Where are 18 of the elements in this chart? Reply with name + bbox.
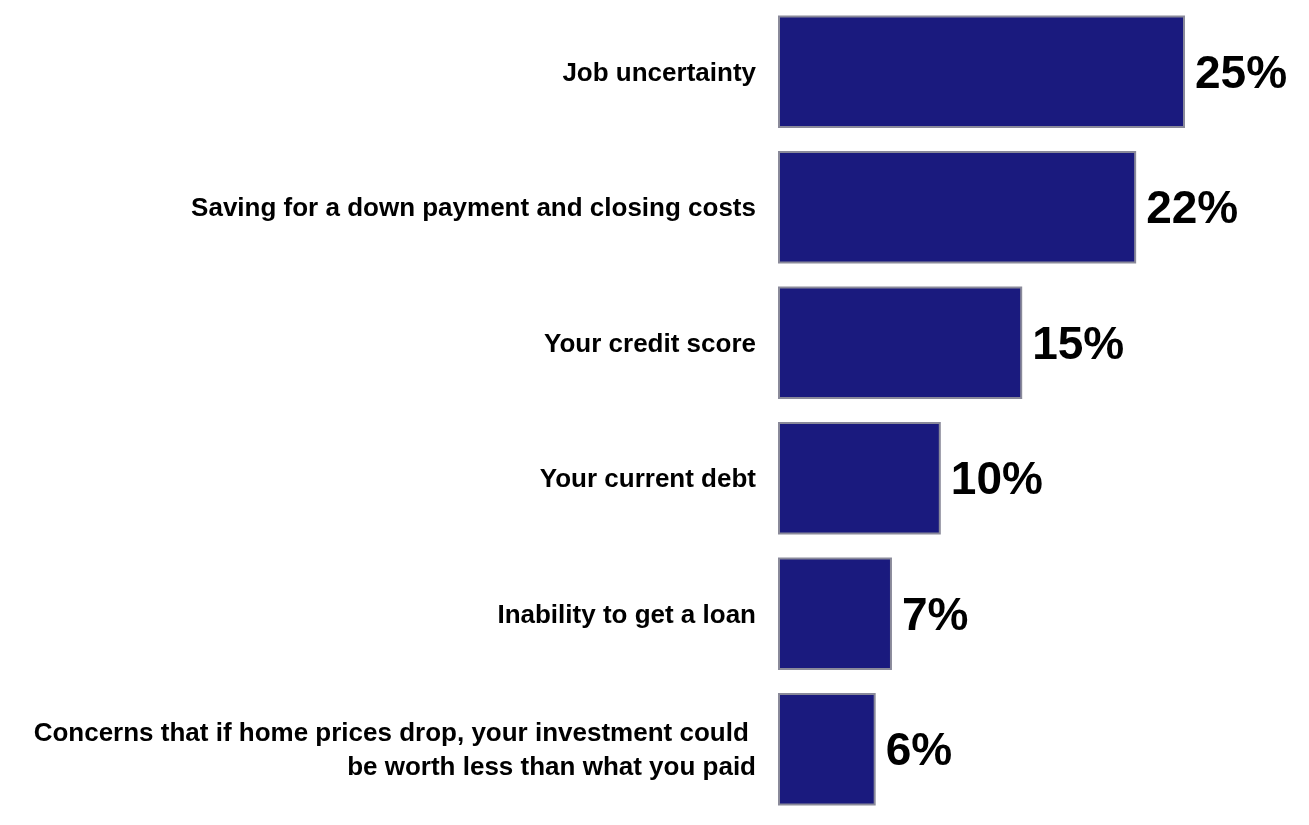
data-label: 10% [950,452,1043,505]
bar [778,15,1185,128]
y-tick-label: Your current debt [539,463,757,494]
bar [778,693,876,806]
data-label: 7% [901,587,969,640]
y-tick-label: Your credit score [544,327,756,358]
bar [778,151,1137,264]
bar [778,557,892,670]
data-label: 15% [1032,316,1125,369]
data-label: 6% [885,723,953,776]
y-tick-label: Job uncertainty [562,56,757,87]
y-tick-label: Concerns that if home prices drop, your investment could be worth less than what you paid [33,717,756,782]
y-tick-label: Inability to get a loan [497,598,756,629]
data-label: 22% [1146,181,1239,234]
data-label: 25% [1195,45,1288,98]
y-tick-label: Saving for a down payment and closing costs [191,192,756,223]
bar [778,286,1023,399]
bar [778,422,941,535]
